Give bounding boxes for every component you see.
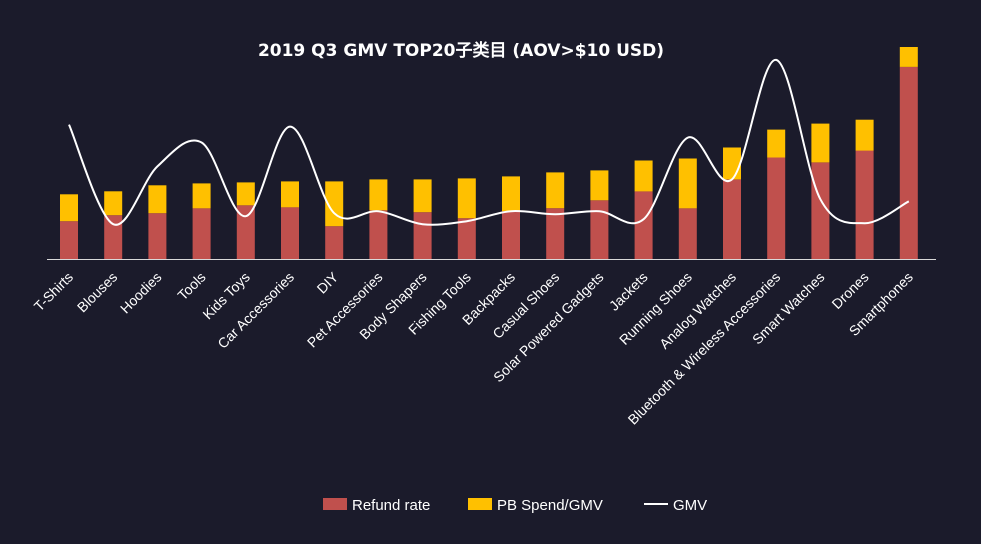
x-tick-t-shirts: T-Shirts <box>31 269 76 314</box>
x-tick-drones: Drones <box>828 269 871 312</box>
bar-refund-rate-pet-accessories <box>369 210 388 259</box>
x-tick-analog-watches: Analog Watches <box>656 269 739 352</box>
bar-pb-spend-gmv-bluetooth-wireless-accessories <box>767 129 786 158</box>
bar-refund-rate-smart-watches <box>811 162 830 259</box>
bar-refund-rate-backpacks <box>502 211 520 259</box>
bar-refund-rate-smartphones <box>899 66 918 260</box>
bar-refund-rate-drones <box>855 150 874 259</box>
bar-pb-spend-gmv-t-shirts <box>60 194 78 222</box>
legend-swatch-refund-rate <box>323 498 347 510</box>
bar-refund-rate-casual-shoes <box>546 208 565 259</box>
bar-pb-spend-gmv-fishing-tools <box>457 178 476 219</box>
bar-pb-spend-gmv-running-shoes <box>678 158 697 209</box>
x-tick-pet-accessories: Pet Accessories <box>304 269 386 351</box>
bar-pb-spend-gmv-backpacks <box>502 176 520 212</box>
bar-pb-spend-gmv-pet-accessories <box>369 179 388 211</box>
bar-refund-rate-t-shirts <box>60 221 78 259</box>
bar-pb-spend-gmv-drones <box>855 119 874 151</box>
bar-pb-spend-gmv-diy <box>325 181 344 227</box>
bar-refund-rate-running-shoes <box>678 208 697 259</box>
bar-refund-rate-body-shapers <box>413 212 432 259</box>
legend-label-pb-spend: PB Spend/GMV <box>497 497 603 514</box>
bar-pb-spend-gmv-body-shapers <box>413 179 432 213</box>
x-tick-tools: Tools <box>174 269 208 303</box>
bar-refund-rate-car-accessories <box>281 207 299 259</box>
bar-refund-rate-solar-powered-gadgets <box>590 200 609 259</box>
bar-pb-spend-gmv-tools <box>192 183 211 209</box>
bar-pb-spend-gmv-smartphones <box>899 47 918 67</box>
bar-refund-rate-tools <box>192 208 211 259</box>
bar-pb-spend-gmv-solar-powered-gadgets <box>590 170 609 201</box>
legend: Refund rate PB Spend/GMV GMV <box>323 497 707 514</box>
legend-swatch-pb-spend <box>468 498 492 510</box>
legend-label-refund-rate: Refund rate <box>352 497 430 514</box>
bars-group <box>60 47 918 260</box>
bar-pb-spend-gmv-jackets <box>634 160 653 192</box>
bar-pb-spend-gmv-blouses <box>104 191 123 216</box>
bar-pb-spend-gmv-hoodies <box>148 185 167 214</box>
x-tick-hoodies: Hoodies <box>117 269 165 317</box>
bar-refund-rate-fishing-tools <box>457 218 476 259</box>
bar-pb-spend-gmv-casual-shoes <box>546 172 565 209</box>
gmv-line <box>68 58 910 226</box>
bar-refund-rate-kids-toys <box>236 205 255 259</box>
bar-pb-spend-gmv-kids-toys <box>236 182 255 206</box>
bar-refund-rate-analog-watches <box>723 179 741 259</box>
x-tick-jackets: Jackets <box>606 269 651 314</box>
legend-label-gmv: GMV <box>673 497 707 514</box>
chart-title: 2019 Q3 GMV TOP20子类目 (AOV>$10 USD) <box>258 40 664 61</box>
x-tick-blouses: Blouses <box>74 269 121 316</box>
bar-refund-rate-diy <box>325 226 344 259</box>
bar-refund-rate-blouses <box>104 215 123 259</box>
bar-refund-rate-jackets <box>634 191 653 259</box>
bar-refund-rate-hoodies <box>148 213 167 259</box>
bar-pb-spend-gmv-car-accessories <box>281 181 299 208</box>
bar-pb-spend-gmv-analog-watches <box>723 147 741 180</box>
bar-refund-rate-bluetooth-wireless-accessories <box>767 157 786 259</box>
x-tick-diy: DIY <box>314 268 342 296</box>
bar-pb-spend-gmv-smart-watches <box>811 123 830 163</box>
x-tick-car-accessories: Car Accessories <box>214 269 297 352</box>
